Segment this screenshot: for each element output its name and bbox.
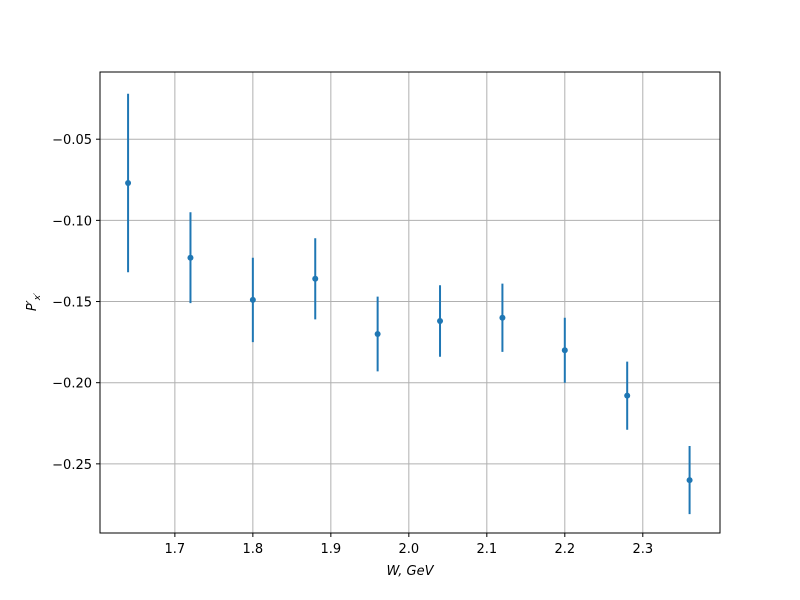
data-point (249, 296, 256, 303)
data-point (437, 318, 444, 325)
y-axis-label-sub: x′ (33, 293, 43, 301)
data-point (312, 275, 319, 282)
y-tick-label: −0.10 (52, 214, 92, 229)
x-axis-label: W, GeV (386, 564, 434, 579)
data-point (561, 347, 568, 354)
y-axis-label-base: P′ (25, 300, 40, 311)
data-point (374, 330, 381, 337)
y-tick-label: −0.20 (52, 377, 92, 392)
x-tick-label: 2.1 (476, 542, 497, 557)
x-tick-label: 2.0 (398, 542, 419, 557)
x-tick-label: 1.9 (320, 542, 341, 557)
data-point (125, 180, 132, 187)
x-tick-label: 1.7 (165, 542, 186, 557)
data-point (686, 477, 693, 484)
grid (100, 72, 720, 533)
x-tick-label: 2.2 (554, 542, 575, 557)
x-tick-label: 2.3 (632, 542, 653, 557)
y-tick-label: −0.15 (52, 296, 92, 311)
y-tick-label: −0.25 (52, 458, 92, 473)
y-tick-label: −0.05 (52, 133, 92, 148)
axes-frame (99, 71, 721, 534)
data-point (499, 314, 506, 321)
data-point (187, 254, 194, 261)
plot-data (125, 93, 693, 515)
y-axis-label: P′x′ (25, 293, 43, 311)
x-tick-label: 1.8 (243, 542, 264, 557)
data-point (624, 392, 631, 399)
